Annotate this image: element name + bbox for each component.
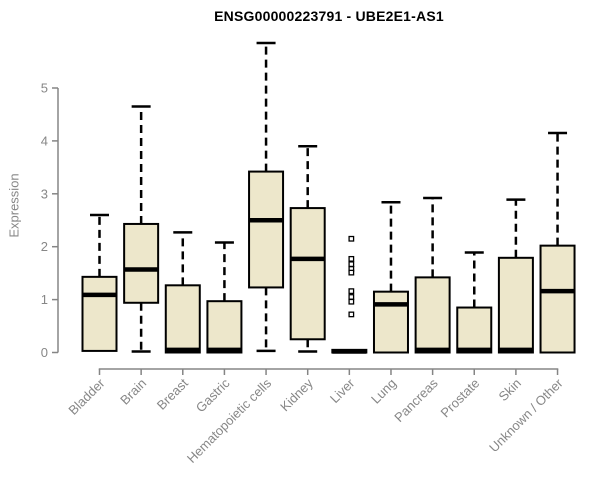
box [81,275,118,352]
x-tick-label: Kidney [277,375,316,414]
x-tick-label: Liver [327,375,358,406]
x-tick-label: Breast [154,375,191,412]
box [206,300,243,354]
outlier-point [348,288,355,295]
y-tick-label: 5 [41,81,48,96]
box [497,256,534,354]
outlier-point [348,311,355,318]
x-tick-label: Lung [368,376,399,407]
x-tick-label: Bladder [65,375,108,418]
box [123,222,160,304]
outlier-point [348,298,355,305]
x-tick-label: Prostate [438,376,483,421]
box [456,306,493,354]
outlier-point [348,294,355,300]
x-tick-label: Skin [496,376,524,404]
box [372,290,409,354]
box [248,170,285,289]
y-axis-label: Expression [6,173,22,238]
outlier-point [348,269,355,276]
chart-title: ENSG00000223791 - UBE2E1-AS1 [214,8,444,24]
y-tick-label: 4 [41,133,48,148]
outlier-point [348,255,355,262]
x-tick-label: Brain [117,376,149,408]
x-tick-label: Unknown / Other [486,375,566,455]
y-tick-label: 1 [41,292,48,307]
box [164,284,201,354]
y-tick-label: 2 [41,239,48,254]
box [289,207,326,341]
outlier-point [348,235,355,242]
y-tick-label: 3 [41,186,48,201]
box [414,276,451,354]
x-tick-label: Gastric [193,375,233,415]
x-tick-label: Pancreas [391,375,441,425]
outlier-point [348,261,355,268]
y-tick-label: 0 [41,345,48,360]
box [539,244,576,354]
